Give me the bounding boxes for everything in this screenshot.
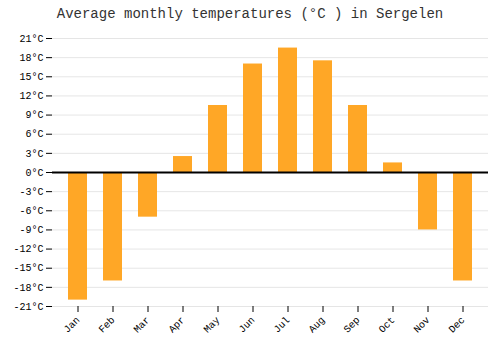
svg-text:0°C: 0°C xyxy=(25,168,43,179)
svg-text:Feb: Feb xyxy=(97,315,118,336)
svg-text:-18°C: -18°C xyxy=(13,283,43,294)
svg-text:Dec: Dec xyxy=(447,315,468,336)
svg-text:Oct: Oct xyxy=(377,315,398,336)
svg-text:-21°C: -21°C xyxy=(13,302,43,313)
svg-text:Sep: Sep xyxy=(342,315,363,336)
svg-text:-6°C: -6°C xyxy=(19,206,43,217)
svg-text:-3°C: -3°C xyxy=(19,187,43,198)
svg-text:9°C: 9°C xyxy=(25,110,43,121)
svg-text:12°C: 12°C xyxy=(19,91,43,102)
svg-text:3°C: 3°C xyxy=(25,149,43,160)
svg-text:6°C: 6°C xyxy=(25,129,43,140)
svg-text:Aug: Aug xyxy=(307,315,328,336)
svg-text:-9°C: -9°C xyxy=(19,225,43,236)
svg-text:15°C: 15°C xyxy=(19,72,43,83)
svg-text:-15°C: -15°C xyxy=(13,263,43,274)
svg-text:May: May xyxy=(202,315,223,336)
svg-text:Mar: Mar xyxy=(132,315,153,336)
svg-text:Nov: Nov xyxy=(412,315,433,336)
svg-text:18°C: 18°C xyxy=(19,53,43,64)
svg-text:-12°C: -12°C xyxy=(13,244,43,255)
svg-text:Jul: Jul xyxy=(272,315,293,336)
svg-text:Jan: Jan xyxy=(62,315,83,336)
html-text:Average monthly temperatures (: Average monthly temperatures (°C ) in Se… xyxy=(56,6,444,22)
svg-text:Jun: Jun xyxy=(237,315,258,336)
svg-text:21°C: 21°C xyxy=(19,34,43,45)
svg-text:Apr: Apr xyxy=(167,315,188,336)
